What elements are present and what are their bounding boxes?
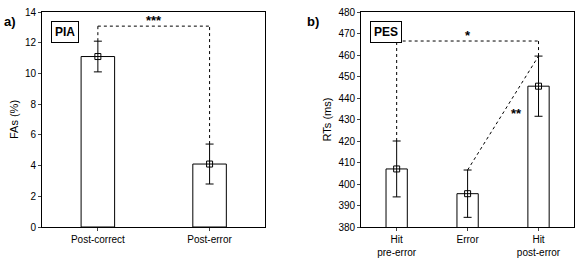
svg-text:2: 2 xyxy=(30,191,36,202)
svg-text:450: 450 xyxy=(339,71,356,82)
svg-text:b): b) xyxy=(307,14,319,29)
svg-text:4: 4 xyxy=(30,160,36,171)
svg-text:480: 480 xyxy=(339,7,356,18)
svg-text:380: 380 xyxy=(339,222,356,233)
svg-text:12: 12 xyxy=(25,37,37,48)
svg-text:420: 420 xyxy=(339,136,356,147)
svg-text:430: 430 xyxy=(339,114,356,125)
svg-text:Post-correct: Post-correct xyxy=(71,234,125,245)
svg-text:390: 390 xyxy=(339,200,356,211)
svg-text:460: 460 xyxy=(339,50,356,61)
svg-text:PIA: PIA xyxy=(55,25,75,39)
svg-text:410: 410 xyxy=(339,157,356,168)
svg-text:a): a) xyxy=(4,14,16,29)
svg-text:*: * xyxy=(465,28,471,43)
svg-text:**: ** xyxy=(511,106,522,121)
svg-text:FAs (%): FAs (%) xyxy=(8,100,20,139)
svg-text:6: 6 xyxy=(30,129,36,140)
svg-text:470: 470 xyxy=(339,28,356,39)
svg-text:Post-error: Post-error xyxy=(187,234,232,245)
svg-text:Hitpost-error: Hitpost-error xyxy=(517,234,561,258)
svg-text:0: 0 xyxy=(30,222,36,233)
svg-text:8: 8 xyxy=(30,99,36,110)
svg-text:10: 10 xyxy=(25,68,37,79)
svg-text:***: *** xyxy=(146,13,162,28)
svg-text:Error: Error xyxy=(456,234,479,245)
svg-text:PES: PES xyxy=(374,25,398,39)
svg-text:14: 14 xyxy=(25,7,37,18)
svg-text:Hitpre-error: Hitpre-error xyxy=(377,234,417,258)
svg-text:440: 440 xyxy=(339,93,356,104)
svg-text:400: 400 xyxy=(339,179,356,190)
svg-text:RTs (ms): RTs (ms) xyxy=(321,98,333,142)
